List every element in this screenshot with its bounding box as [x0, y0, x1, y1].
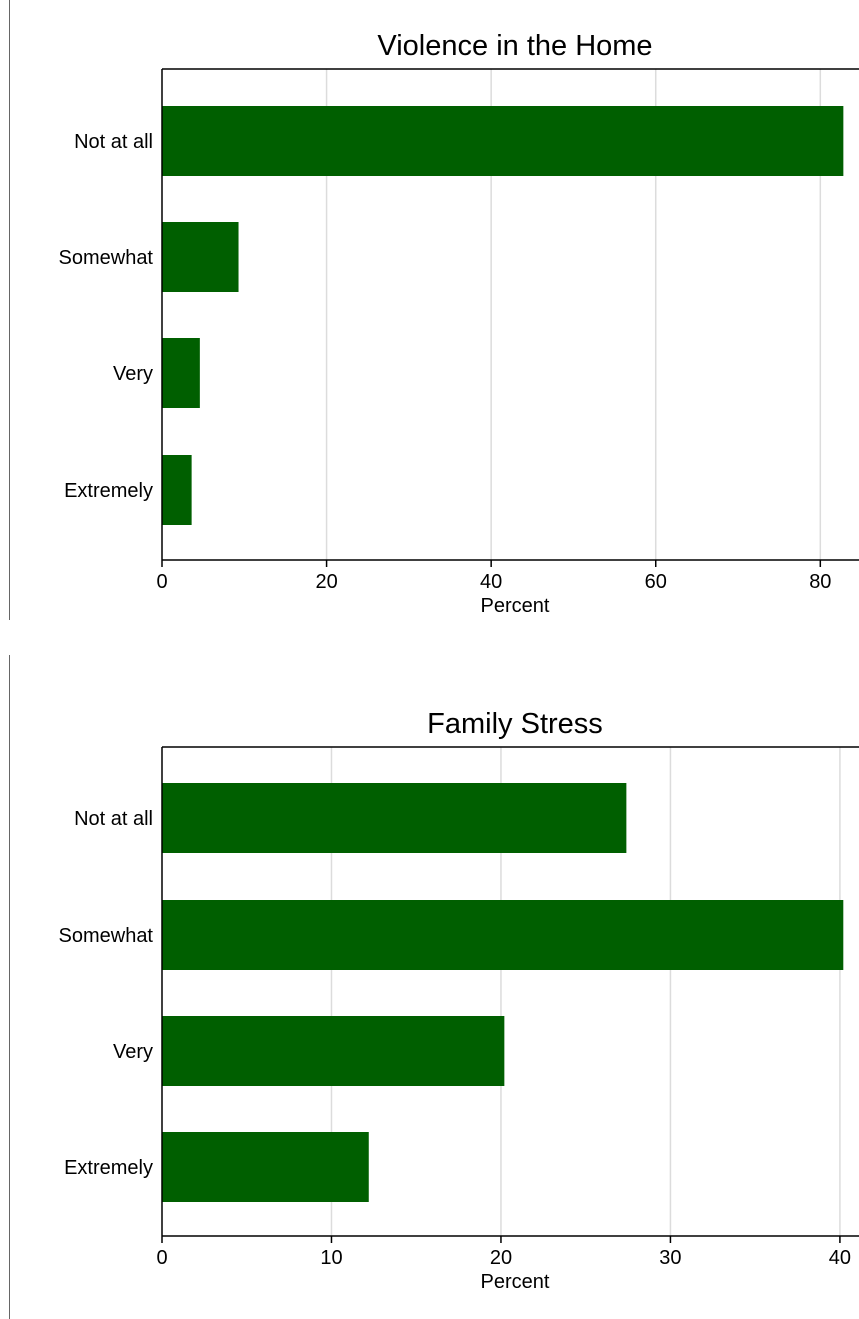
bar-very — [162, 338, 200, 408]
bar-extremely — [162, 1132, 369, 1202]
category-label: Very — [113, 1041, 153, 1063]
bar-not-at-all — [162, 783, 627, 853]
x-tick-label: 0 — [156, 571, 167, 593]
bar-somewhat — [162, 222, 239, 292]
category-label: Extremely — [64, 1157, 153, 1179]
bar-very — [162, 1016, 505, 1086]
x-tick-label: 20 — [315, 571, 337, 593]
bar-somewhat — [162, 900, 844, 970]
x-tick-label: 0 — [156, 1247, 167, 1269]
x-tick-label: 40 — [480, 571, 502, 593]
x-tick-label: 40 — [829, 1247, 851, 1269]
category-label: Not at all — [74, 808, 153, 830]
panel-divider-bottom — [9, 655, 10, 1319]
chart-title: Violence in the Home — [377, 30, 652, 62]
x-tick-label: 80 — [809, 571, 831, 593]
x-axis-label: Percent — [481, 595, 550, 617]
panel-divider-top — [9, 0, 10, 620]
chart-family-stress: Not at all Somewhat Very Extremely 0 10 20 30 40… — [59, 708, 859, 1293]
x-tick-label: 30 — [659, 1247, 681, 1269]
category-label: Somewhat — [59, 247, 154, 269]
x-axis-label: Percent — [481, 1271, 550, 1293]
chart-violence-in-the-home: Not at all Somewhat Very Extremely 0 20 40 60 80… — [59, 30, 859, 617]
x-tick-label: 10 — [320, 1247, 342, 1269]
category-label: Somewhat — [59, 925, 154, 947]
category-label: Not at all — [74, 131, 153, 153]
x-tick-label: 60 — [645, 571, 667, 593]
chart-title: Family Stress — [427, 708, 603, 740]
bar-not-at-all — [162, 106, 844, 176]
x-tick-label: 20 — [490, 1247, 512, 1269]
category-label: Extremely — [64, 480, 153, 502]
category-label: Very — [113, 363, 153, 385]
bar-extremely — [162, 455, 192, 525]
